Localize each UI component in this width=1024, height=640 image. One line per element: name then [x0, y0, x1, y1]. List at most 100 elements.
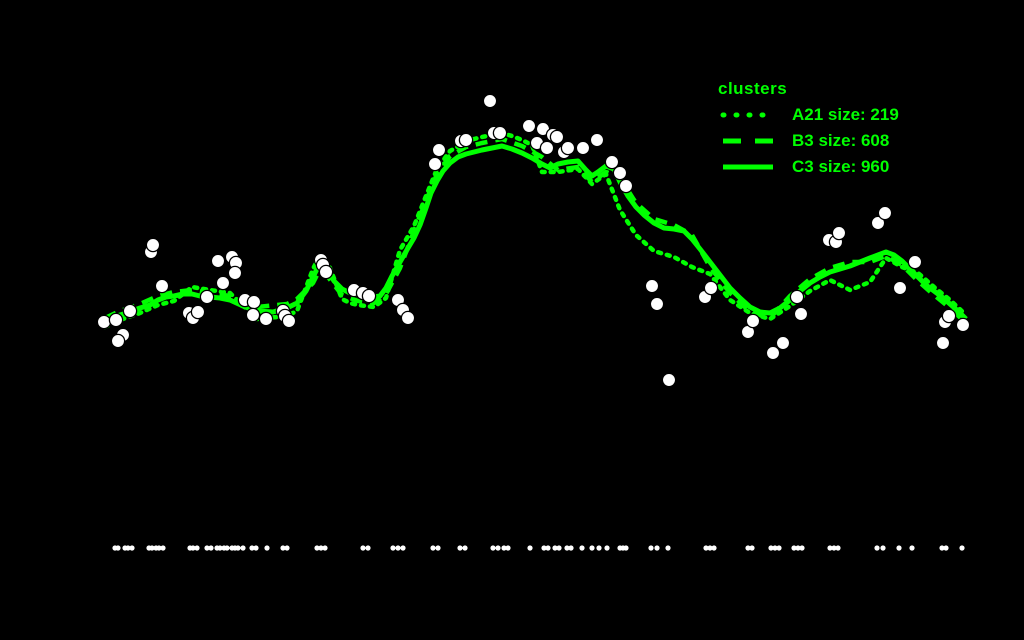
rug-dot — [568, 545, 574, 551]
scatter-point — [122, 303, 138, 319]
legend-label-c3: C3 size: 960 — [792, 157, 890, 176]
rug-dot — [604, 545, 610, 551]
scatter-point — [96, 314, 112, 330]
rug-dot — [264, 545, 270, 551]
rug-dot — [149, 545, 155, 551]
scatter-point — [258, 311, 274, 327]
rug-dot — [322, 545, 328, 551]
rug-dot — [703, 545, 709, 551]
rug-dot — [365, 545, 371, 551]
legend: clusters A21 size: 219 B3 size: 608 C3 s… — [714, 79, 899, 180]
rug-dot — [318, 545, 324, 551]
series-line-c3 — [103, 143, 968, 325]
rug-dot — [943, 545, 949, 551]
scatter-point — [575, 140, 591, 156]
rug-dot — [880, 545, 886, 551]
scatter-point — [775, 335, 791, 351]
scatter-point — [644, 278, 660, 294]
dashed-line-icon — [723, 138, 773, 144]
scatter-point — [618, 178, 634, 194]
rug-dot — [194, 545, 200, 551]
rug-dot — [799, 545, 805, 551]
scatter-point — [612, 165, 628, 181]
scatter-point — [431, 142, 447, 158]
scatter-point — [649, 296, 665, 312]
scatter-point — [458, 132, 474, 148]
rug-dot — [896, 545, 902, 551]
scatter-point — [482, 93, 498, 109]
scatter-point — [907, 254, 923, 270]
rug-dot — [217, 545, 223, 551]
rug-dot — [768, 545, 774, 551]
rug-dot — [596, 545, 602, 551]
rug-dot — [208, 545, 214, 551]
rug-dot — [909, 545, 915, 551]
rug-dot — [240, 545, 246, 551]
rug-dot — [400, 545, 406, 551]
rug-dot — [545, 545, 551, 551]
scatter-point — [549, 129, 565, 145]
scatter-point — [145, 237, 161, 253]
rug-dot — [249, 545, 255, 551]
rug-dot — [745, 545, 751, 551]
rug-dot — [314, 545, 320, 551]
legend-item-b3: B3 size: 608 — [714, 128, 899, 154]
rug-dot — [395, 545, 401, 551]
rug-dot — [564, 545, 570, 551]
scatter-point — [793, 306, 809, 322]
scatter-point — [492, 125, 508, 141]
rug-dot — [501, 545, 507, 551]
rug-dot — [284, 545, 290, 551]
scatter-point — [955, 317, 971, 333]
scatter-point — [935, 335, 951, 351]
rug-dot — [874, 545, 880, 551]
rug-dot — [623, 545, 629, 551]
rug-dot — [390, 545, 396, 551]
rug-dot — [579, 545, 585, 551]
rug-dot — [490, 545, 496, 551]
rug-dot — [160, 545, 166, 551]
scatter-point — [400, 310, 416, 326]
rug-dot — [505, 545, 511, 551]
scatter-point — [199, 289, 215, 305]
rug-dot — [495, 545, 501, 551]
scatter-point — [215, 275, 231, 291]
legend-item-c3: C3 size: 960 — [714, 154, 899, 180]
rug-dot — [654, 545, 660, 551]
rug-dot — [125, 545, 131, 551]
rug-dot — [791, 545, 797, 551]
legend-label-a21: A21 size: 219 — [792, 105, 899, 124]
rug-dot — [776, 545, 782, 551]
scatter-point — [361, 288, 377, 304]
rug-dot — [648, 545, 654, 551]
legend-label-b3: B3 size: 608 — [792, 131, 890, 150]
rug-dot — [435, 545, 441, 551]
rug-dot — [552, 545, 558, 551]
scatter-point — [870, 215, 886, 231]
scatter-point — [154, 278, 170, 294]
rug-dot — [224, 545, 230, 551]
scatter-point — [604, 154, 620, 170]
rug-dot — [556, 545, 562, 551]
rug-dot — [280, 545, 286, 551]
rug-dot — [462, 545, 468, 551]
rug-dot — [827, 545, 833, 551]
rug-dot — [190, 545, 196, 551]
scatter-point — [210, 253, 226, 269]
rug-dot — [253, 545, 259, 551]
rug-dot — [749, 545, 755, 551]
legend-title: clusters — [718, 79, 788, 98]
scatter-point — [190, 304, 206, 320]
scatter-point — [941, 308, 957, 324]
scatter-point — [892, 280, 908, 296]
scatter-point — [227, 265, 243, 281]
rug-dot — [129, 545, 135, 551]
rug-dot — [589, 545, 595, 551]
dotted-line-icon — [720, 112, 776, 118]
scatter-point — [831, 225, 847, 241]
scatter-point — [661, 372, 677, 388]
rug-dot — [541, 545, 547, 551]
